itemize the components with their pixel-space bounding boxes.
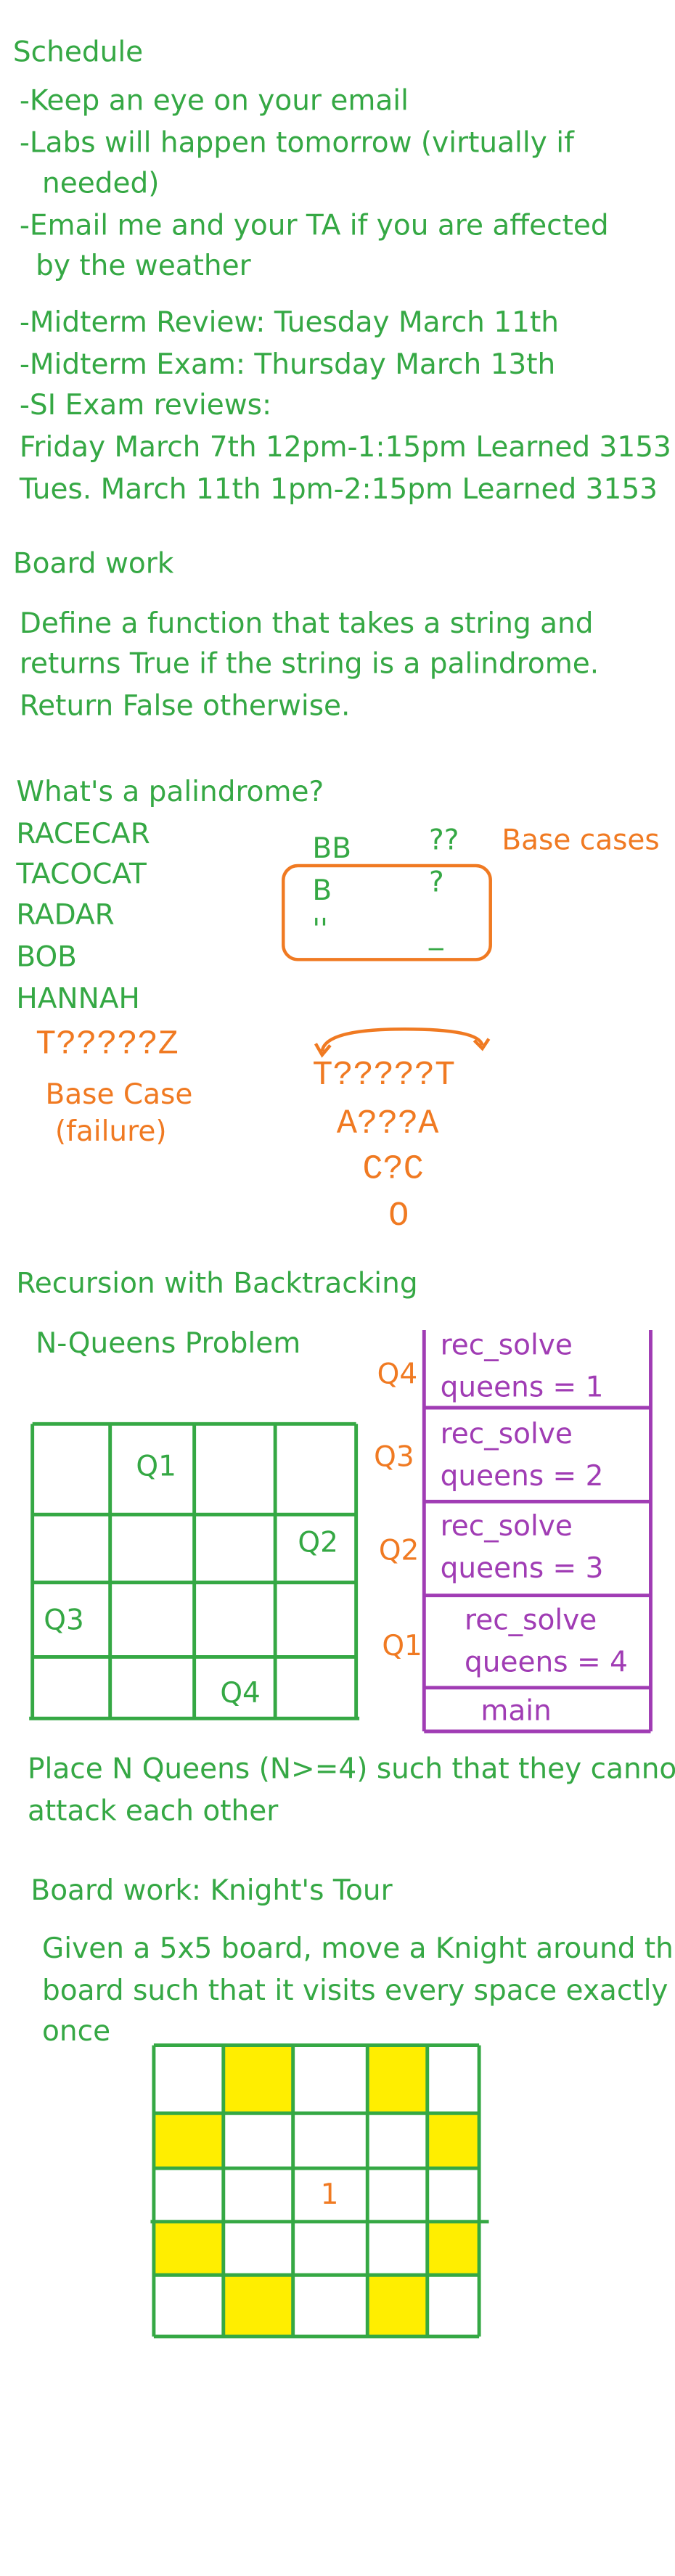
item: -Labs will happen tomorrow (virtually if <box>20 127 575 160</box>
base-case: B <box>312 874 332 907</box>
item: by the weather <box>36 250 252 282</box>
base-case: ?? <box>429 824 459 857</box>
item: -Midterm Exam: Thursday March 13th <box>20 348 555 381</box>
example: TACOCAT <box>15 858 147 891</box>
frame: main <box>480 1694 551 1727</box>
queen: Q2 <box>379 1535 420 1567</box>
frame: queens = 3 <box>441 1552 604 1585</box>
example: RADAR <box>16 898 114 931</box>
stack <box>422 1329 652 1734</box>
item: -Midterm Review: Tuesday March 11th <box>20 306 559 339</box>
item: -Keep an eye on your email <box>20 85 409 118</box>
description: board such that it visits every space ex… <box>42 1974 668 2007</box>
word: C?C <box>363 1150 424 1189</box>
heading: Board work: Knight's Tour <box>30 1874 393 1907</box>
frame: rec_solve <box>465 1604 597 1637</box>
arrow <box>314 1027 491 1058</box>
word: O <box>388 1197 409 1236</box>
label: Base Case <box>46 1078 193 1111</box>
example: BOB <box>16 940 77 973</box>
frame: rec_solve <box>441 1510 573 1543</box>
queen: Q4 <box>377 1358 418 1391</box>
base-case: _ <box>428 918 443 951</box>
frame: rec_solve <box>441 1418 573 1451</box>
start-label: 1 <box>321 2178 339 2211</box>
board <box>29 1422 360 1720</box>
description: once <box>42 2015 110 2048</box>
base-case: BB <box>312 832 351 865</box>
label: (failure) <box>55 1115 167 1148</box>
word: T?????Z <box>36 1026 179 1065</box>
item: -SI Exam reviews: <box>20 389 271 422</box>
description: Given a 5x5 board, move a Knight around … <box>42 1932 675 1965</box>
prompt: Define a function that takes a string an… <box>20 607 594 640</box>
box <box>282 864 492 961</box>
heading: Recursion with Backtracking <box>16 1268 417 1300</box>
frame: queens = 4 <box>465 1646 628 1678</box>
item: Friday March 7th 12pm-1:15pm Learned 315… <box>20 431 671 464</box>
heading: Schedule <box>13 36 143 69</box>
frame: queens = 1 <box>441 1371 604 1403</box>
prompt: returns True if the string is a palindro… <box>20 648 599 681</box>
item: Tues. March 11th 1pm-2:15pm Learned 3153 <box>19 473 658 506</box>
queen: Q1 <box>382 1630 422 1662</box>
base-case: '' <box>312 913 327 946</box>
queen: Q3 <box>374 1440 414 1473</box>
subtitle: N-Queens Problem <box>36 1327 300 1360</box>
queen: Q4 <box>220 1677 261 1710</box>
item: -Email me and your TA if you are affecte… <box>20 209 609 242</box>
description: Place N Queens (N>=4) such that they can… <box>28 1753 675 1786</box>
example: HANNAH <box>16 983 139 1015</box>
knight-board <box>150 2043 489 2339</box>
word: T?????T <box>312 1057 455 1095</box>
base-case: ? <box>429 866 444 899</box>
description: attack each other <box>28 1795 279 1828</box>
question: What's a palindrome? <box>16 776 324 808</box>
example: RACECAR <box>16 818 150 850</box>
queen: Q1 <box>136 1451 176 1483</box>
item: needed) <box>42 167 160 200</box>
word: A???A <box>337 1105 439 1144</box>
frame: queens = 2 <box>441 1460 604 1493</box>
frame: rec_solve <box>441 1329 573 1361</box>
label: Base cases <box>502 824 659 857</box>
prompt: Return False otherwise. <box>20 690 351 723</box>
queen: Q3 <box>44 1604 84 1637</box>
heading: Board work <box>13 547 174 580</box>
queen: Q2 <box>298 1526 338 1559</box>
